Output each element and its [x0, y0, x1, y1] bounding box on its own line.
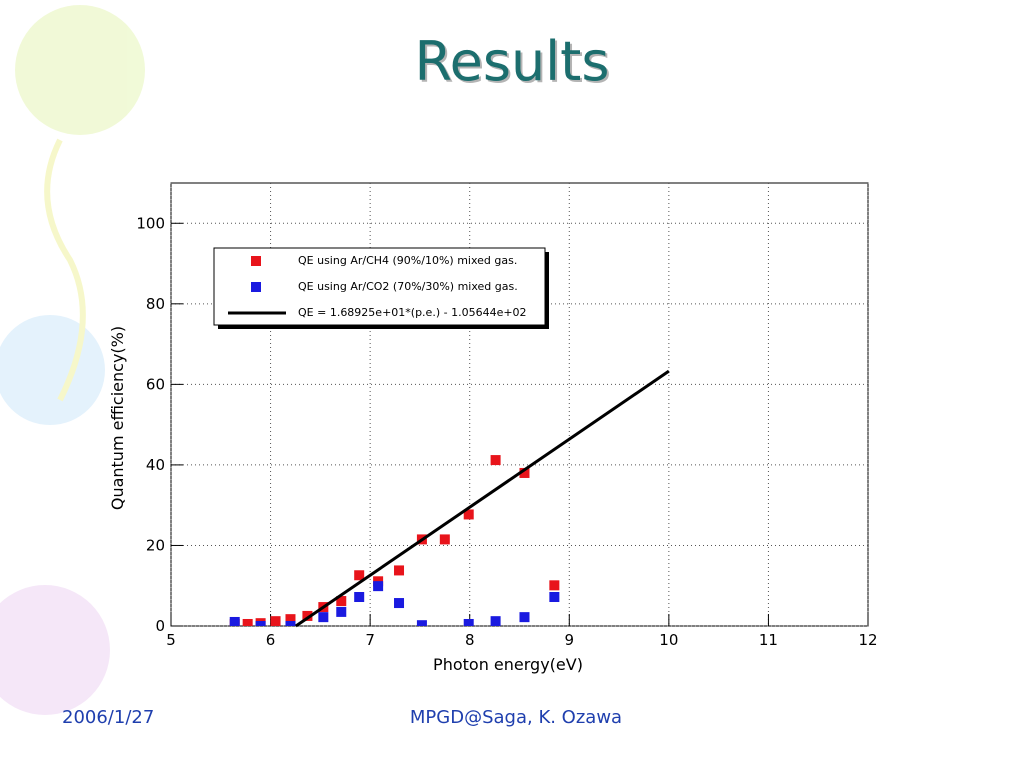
data-point [318, 612, 329, 623]
y-axis-title: Quantum efficiency(%) [108, 326, 127, 510]
legend-label: QE using Ar/CO2 (70%/30%) mixed gas. [298, 280, 518, 293]
data-point [229, 616, 240, 626]
y-tick-label: 60 [146, 375, 165, 393]
data-point [373, 581, 384, 592]
data-point [336, 606, 347, 617]
data-point [285, 614, 296, 625]
title-shadow: Results [417, 32, 612, 95]
data-point [336, 596, 347, 607]
y-tick-label: 80 [146, 295, 165, 313]
chart: 5 6 7 8 9 10 11 12 0 20 40 60 80 100 Photon energy(eV)… [108, 182, 878, 674]
x-tick-label: 6 [266, 631, 276, 649]
legend-marker [251, 256, 261, 266]
legend-label: QE using Ar/CH4 (90%/10%) mixed gas. [298, 254, 517, 267]
x-tick-label: 7 [365, 631, 375, 649]
data-point [285, 621, 296, 626]
data-point [255, 621, 266, 626]
data-point [490, 616, 501, 626]
data-point [439, 534, 450, 545]
data-point [549, 580, 560, 591]
legend: QE using Ar/CH4 (90%/10%) mixed gas. QE u… [213, 247, 549, 329]
x-tick-label: 9 [565, 631, 575, 649]
y-tick-label: 20 [146, 536, 165, 554]
background-balloons [0, 5, 145, 715]
data-point [519, 467, 530, 478]
data-point [463, 618, 474, 626]
footer-author: MPGD@Saga, K. Ozawa [410, 707, 622, 728]
x-tick-label: 11 [759, 631, 778, 649]
x-tick-label: 12 [858, 631, 877, 649]
y-tick-label: 40 [146, 456, 165, 474]
x-tick-label: 10 [659, 631, 678, 649]
data-point [549, 592, 560, 603]
data-point [519, 612, 530, 623]
data-point [416, 620, 427, 626]
data-point [394, 598, 405, 609]
y-tick-label: 0 [155, 617, 165, 635]
data-point [242, 618, 253, 626]
data-point [270, 616, 281, 626]
data-point [490, 455, 501, 466]
y-tick-label: 100 [136, 214, 165, 232]
fit-line [295, 369, 670, 628]
data-point [354, 592, 365, 603]
legend-label: QE = 1.68925e+01*(p.e.) - 1.05644e+02 [298, 306, 527, 319]
title: Results [415, 30, 610, 93]
x-tick-label: 8 [465, 631, 475, 649]
x-tick-label: 5 [166, 631, 176, 649]
legend-marker [251, 282, 261, 292]
data-point [354, 570, 365, 581]
data-point [394, 565, 405, 576]
x-axis-title: Photon energy(eV) [433, 655, 583, 674]
footer-date: 2006/1/27 [62, 707, 154, 728]
data-point [302, 610, 313, 621]
data-point [463, 509, 474, 520]
